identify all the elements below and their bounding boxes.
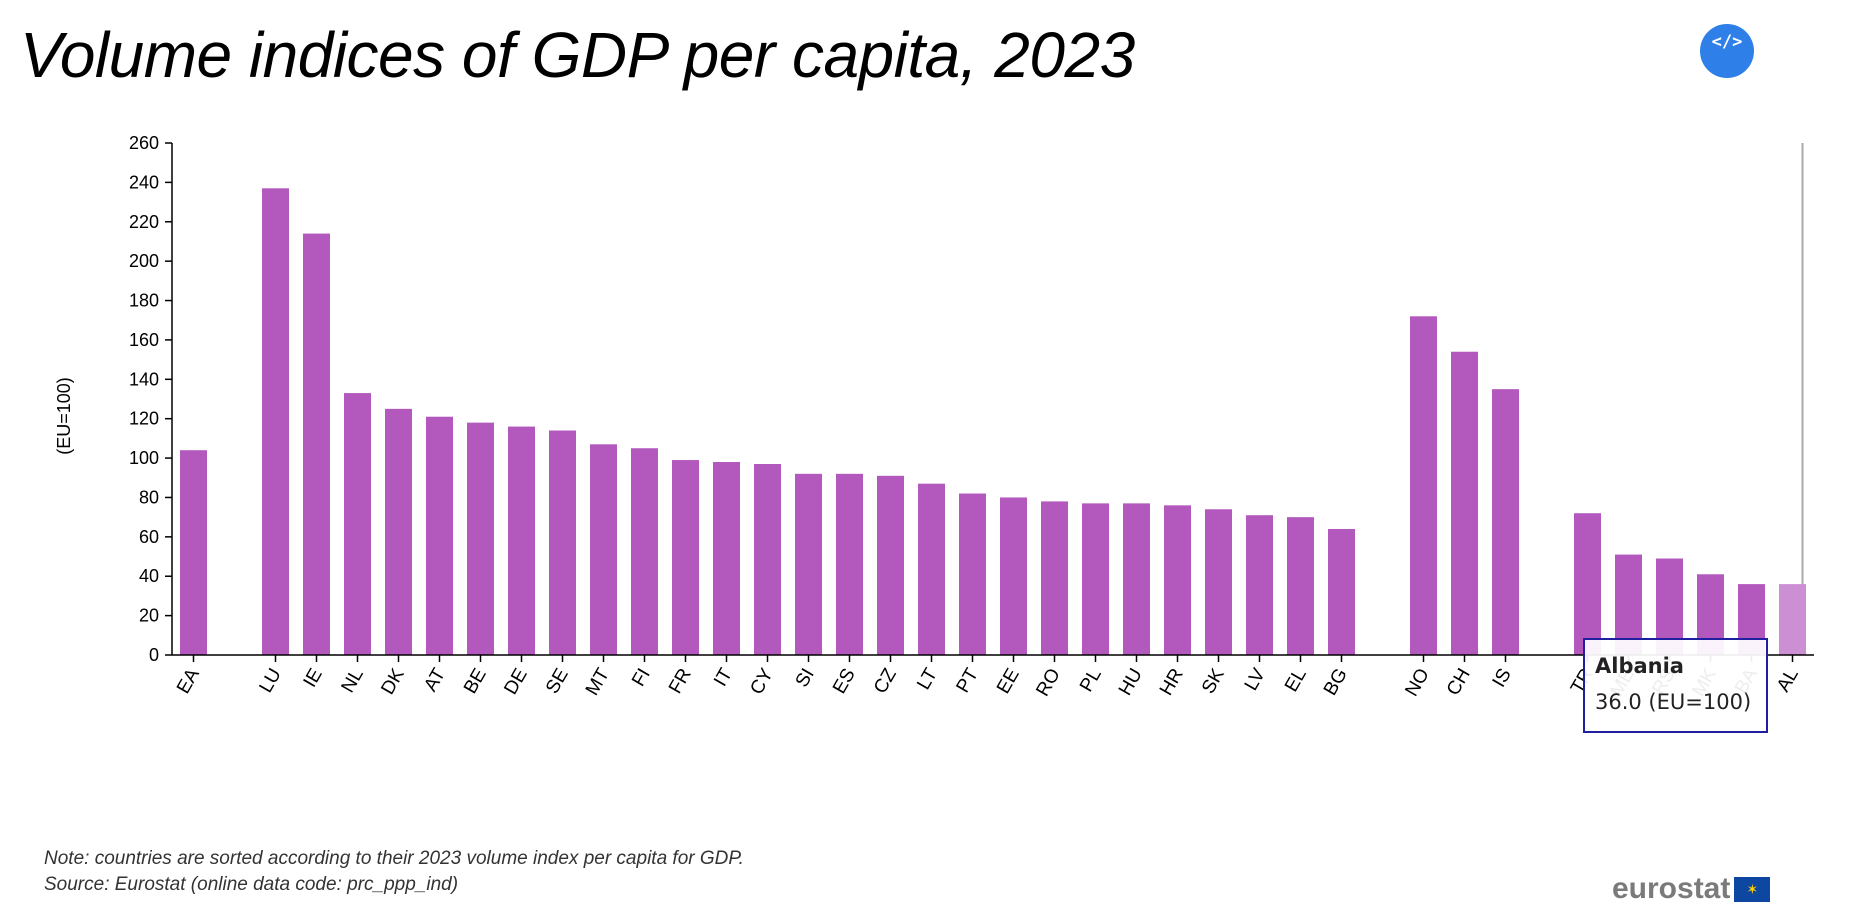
x-tick-label: IE [300,665,327,691]
x-tick-label: EL [1281,665,1311,696]
x-tick-label: NO [1401,665,1433,700]
y-tick-label: 240 [129,172,159,192]
logo-text: eurostat [1612,872,1731,905]
eurostat-logo: eurostat ✶ [1612,872,1771,906]
chart-source: Source: Eurostat (online data code: prc_… [44,874,459,895]
x-tick-label: DE [500,665,531,698]
chart-note: Note: countries are sorted according to … [44,848,744,869]
bar-pl[interactable] [1082,503,1109,655]
bar-lv[interactable] [1246,515,1273,655]
y-tick-label: 80 [139,487,159,507]
bar-tooltip: Albania 36.0 (EU=100) [1583,638,1768,733]
y-axis-label: (EU=100) [54,377,74,455]
x-tick-label: FR [665,665,696,697]
bar-ro[interactable] [1041,501,1068,655]
x-tick-label: BG [1320,665,1352,699]
bars [180,143,1806,656]
bar-cy[interactable] [754,463,781,655]
x-tick-label: MT [582,665,614,700]
y-tick-label: 200 [129,251,159,271]
x-tick-label: CY [746,665,778,699]
x-tick-label: PL [1076,665,1106,696]
bar-se[interactable] [549,430,576,655]
y-tick-label: 260 [129,133,159,153]
y-axis: 0 20 40 60 80 100 120 140 160 180 200 220 240 260 [129,133,173,665]
x-tick-label: EE [993,665,1024,697]
bar-fr[interactable] [672,460,699,655]
bar-it[interactable] [713,462,740,655]
bar-al[interactable] [1779,584,1806,655]
bar-si[interactable] [795,473,822,655]
bar-dk[interactable] [385,408,412,655]
x-tick-label: HU [1115,665,1147,699]
bar-ie[interactable] [303,233,330,656]
bar-be[interactable] [467,422,494,655]
x-tick-label: CZ [870,665,901,698]
y-tick-label: 20 [139,606,159,626]
x-tick-label: SE [542,665,573,697]
bar-sk[interactable] [1205,509,1232,655]
y-tick-label: 0 [149,645,159,665]
x-tick-label: EA [173,665,204,698]
y-tick-label: 160 [129,330,159,350]
bar-fi[interactable] [631,448,658,655]
tooltip-title: Albania [1595,654,1684,678]
bar-at[interactable] [426,416,453,655]
chart-title: Volume indices of GDP per capita, 2023 [20,19,1135,91]
bar-pt[interactable] [959,493,986,655]
y-tick-label: 120 [129,409,159,429]
x-tick-label: DK [377,665,409,699]
x-tick-label: AT [420,665,450,696]
x-tick-label: LT [913,665,942,694]
bar-no[interactable] [1410,316,1437,655]
x-axis: EA LU IE NL DK AT BE DE SE MT FI FR IT CY SI ES CZ LT PT EE… [172,654,1814,700]
y-tick-label: 180 [129,291,159,311]
y-tick-label: 40 [139,566,159,586]
bar-cz[interactable] [877,475,904,655]
bar-ee[interactable] [1000,497,1027,655]
bar-de[interactable] [508,426,535,655]
x-tick-label: AL [1773,665,1803,696]
x-tick-label: LU [255,665,285,697]
bar-bg[interactable] [1328,528,1355,655]
tooltip-value: 36.0 (EU=100) [1595,690,1752,714]
bar-lu[interactable] [262,188,289,656]
bar-nl[interactable] [344,393,371,655]
bar-el[interactable] [1287,517,1314,655]
x-tick-label: IT [710,665,737,690]
x-tick-label: ES [829,665,860,697]
x-tick-label: HR [1156,665,1188,699]
code-icon: </> [1711,32,1743,52]
x-tick-label: SI [792,665,819,691]
bar-hr[interactable] [1164,505,1191,655]
y-tick-label: 100 [129,448,159,468]
x-tick-label: IS [1489,665,1516,691]
bar-es[interactable] [836,473,863,655]
bar-ea[interactable] [180,450,207,655]
x-tick-label: BE [460,665,491,697]
bar-tr[interactable] [1574,513,1601,655]
x-tick-label: RO [1032,665,1064,700]
bar-mt[interactable] [590,444,617,655]
x-tick-label: SK [1198,665,1229,698]
bar-ch[interactable] [1451,351,1478,655]
x-tick-label: PT [953,665,984,697]
eu-flag-icon: ✶ [1734,876,1771,902]
x-tick-label: LV [1241,665,1270,695]
y-tick-label: 60 [139,527,159,547]
bar-hu[interactable] [1123,503,1150,655]
x-tick-label: NL [337,665,367,697]
bar-is[interactable] [1492,389,1519,655]
y-tick-label: 220 [129,212,159,232]
y-tick-label: 140 [129,369,159,389]
bar-lt[interactable] [918,483,945,655]
embed-code-button[interactable]: </> [1700,24,1754,78]
x-tick-label: CH [1443,665,1475,699]
x-tick-label: FI [628,665,655,690]
